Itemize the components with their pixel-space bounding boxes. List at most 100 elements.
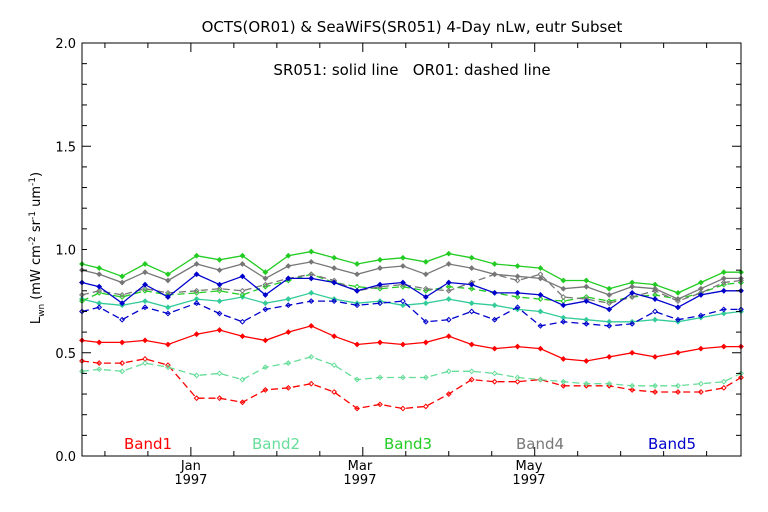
data-point (676, 351, 680, 355)
data-point (699, 280, 703, 284)
data-point (447, 334, 451, 338)
data-point (355, 342, 359, 346)
data-point (492, 346, 496, 350)
data-point (240, 334, 244, 338)
x-tick-label-month: Mar (348, 459, 373, 474)
legend: Band1 Band2 Band3 Band4 Band5 (124, 435, 696, 453)
data-point (561, 357, 565, 361)
data-point (263, 301, 267, 305)
y-label-exp1: -2 (28, 236, 38, 245)
data-point (538, 293, 542, 297)
data-point (653, 309, 657, 313)
data-point (401, 264, 405, 268)
series-line (82, 274, 741, 303)
data-point (309, 276, 313, 280)
data-point (653, 297, 657, 301)
data-point (97, 340, 101, 344)
data-point (143, 270, 147, 274)
x-tick-label-year: 1997 (512, 473, 545, 488)
data-point (143, 361, 147, 365)
chart-subtitle: SR051: solid line OR01: dashed line (273, 61, 550, 79)
svg-text:Lwn(mW cm-2 sr-1 um-1): Lwn(mW cm-2 sr-1 um-1) (28, 172, 47, 324)
data-point (401, 299, 405, 303)
y-tick-label: 0.5 (55, 347, 76, 362)
data-point (217, 328, 221, 332)
data-point (194, 332, 198, 336)
series-line (82, 326, 741, 361)
data-point (469, 342, 473, 346)
data-point (447, 262, 451, 266)
x-tick-label-month: Jan (180, 459, 201, 474)
y-tick-label: 2.0 (55, 37, 76, 52)
data-point (355, 262, 359, 266)
data-point (607, 287, 611, 291)
data-point (332, 256, 336, 260)
data-point (538, 309, 542, 313)
y-axis-label: Lwn(mW cm-2 sr-1 um-1) (28, 172, 47, 324)
data-point (217, 268, 221, 272)
y-label-unit-open: (mW cm (29, 245, 44, 300)
data-point (584, 359, 588, 363)
data-point (492, 303, 496, 307)
data-point (120, 280, 124, 284)
data-point (469, 301, 473, 305)
data-point (469, 266, 473, 270)
data-point (401, 256, 405, 260)
data-point (469, 309, 473, 313)
data-point (469, 256, 473, 260)
data-point (630, 351, 634, 355)
y-label-close: ) (29, 172, 44, 177)
data-point (722, 289, 726, 293)
data-point (143, 299, 147, 303)
data-point (492, 379, 496, 383)
legend-item-band5: Band5 (648, 435, 696, 453)
data-point (286, 330, 290, 334)
data-point (263, 338, 267, 342)
data-point (515, 375, 519, 379)
data-point (194, 373, 198, 377)
data-point (607, 355, 611, 359)
y-label-um: um (29, 186, 44, 211)
data-point (699, 346, 703, 350)
data-point (424, 404, 428, 408)
y-label-exp3: -1 (28, 177, 38, 186)
data-point (492, 262, 496, 266)
data-point (166, 305, 170, 309)
series-line (82, 293, 741, 322)
legend-item-band1: Band1 (124, 435, 172, 453)
data-point (722, 386, 726, 390)
data-point (584, 278, 588, 282)
data-point (424, 301, 428, 305)
data-point (424, 272, 428, 276)
series-line (82, 357, 741, 386)
data-point (97, 266, 101, 270)
data-point (447, 369, 451, 373)
data-point (722, 379, 726, 383)
data-point (143, 338, 147, 342)
y-label-sub: wn (37, 304, 47, 317)
data-point (401, 406, 405, 410)
data-point (561, 303, 565, 307)
plot-frame (82, 43, 741, 456)
data-point (653, 318, 657, 322)
series-band5-or01 (80, 299, 743, 328)
legend-item-band3: Band3 (384, 435, 432, 453)
x-tick-label-year: 1997 (343, 473, 376, 488)
data-point (355, 289, 359, 293)
data-point (538, 346, 542, 350)
data-point (515, 344, 519, 348)
data-point (309, 382, 313, 386)
data-point (120, 361, 124, 365)
data-point (722, 270, 726, 274)
data-point (515, 291, 519, 295)
data-point (120, 369, 124, 373)
data-point (424, 260, 428, 264)
data-point (492, 291, 496, 295)
data-point (378, 340, 382, 344)
data-point (607, 293, 611, 297)
y-label-sr: sr (29, 219, 44, 236)
series-band1-or01 (80, 357, 743, 411)
y-label-exp2: -1 (28, 211, 38, 220)
data-point (309, 260, 313, 264)
